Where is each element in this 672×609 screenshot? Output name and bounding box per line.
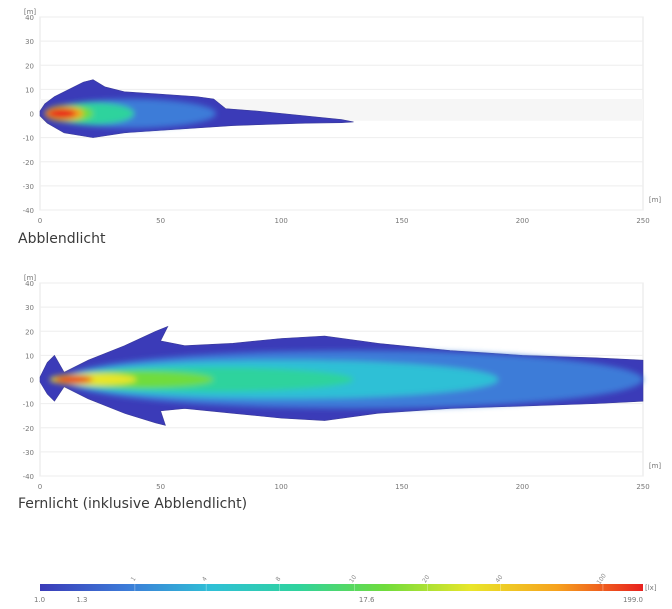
- y-tick-label: -30: [23, 449, 34, 457]
- y-tick-label: -40: [23, 473, 34, 481]
- x-tick-label: 50: [156, 217, 165, 225]
- scale-bottom-label: 1.0: [34, 596, 45, 604]
- y-tick-label: -30: [23, 183, 34, 191]
- chart-caption-low-beam: Abblendlicht: [18, 231, 106, 247]
- y-tick-label: 40: [25, 14, 34, 22]
- scale-bottom-label: 199.0: [623, 596, 643, 604]
- scale-bottom-label: 17.6: [359, 596, 375, 604]
- scale-top-label: 4: [201, 575, 209, 582]
- intensity-cores: [49, 350, 643, 409]
- y-tick-label: -20: [23, 159, 34, 167]
- scale-top-label: 40: [494, 574, 504, 584]
- x-tick-label: 150: [395, 217, 408, 225]
- y-tick-label: 10: [25, 86, 34, 94]
- y-tick-label: 20: [25, 328, 34, 336]
- scale-top-label: 1: [130, 575, 138, 582]
- scale-top-label: 20: [421, 574, 431, 584]
- y-tick-label: -10: [23, 135, 34, 143]
- scale-bottom-label: 1.3: [76, 596, 87, 604]
- y-tick-label: -10: [23, 401, 34, 409]
- y-unit-label: [m]: [24, 274, 37, 282]
- y-tick-label: 30: [25, 304, 34, 312]
- x-tick-label: 100: [275, 217, 288, 225]
- chart-caption-high-beam: Fernlicht (inklusive Abblendlicht): [18, 496, 248, 512]
- color-scale: 1.0 1.3 17.6 199.0 1 4 8 10 20 40 100 [lx]: [34, 572, 657, 604]
- y-tick-label: 0: [30, 111, 34, 119]
- x-tick-label: 100: [275, 483, 288, 491]
- y-tick-label: 0: [30, 377, 34, 385]
- x-tick-label: 200: [516, 217, 529, 225]
- scale-unit-label: [lx]: [645, 584, 657, 592]
- x-tick-label: 0: [38, 217, 42, 225]
- y-tick-label: 30: [25, 38, 34, 46]
- intensity-core: [54, 375, 94, 384]
- x-tick-label: 50: [156, 483, 165, 491]
- x-tick-label: 250: [636, 483, 649, 491]
- scale-top-label: 100: [596, 572, 608, 586]
- x-tick-label: 250: [636, 217, 649, 225]
- intensity-cores: [44, 99, 217, 128]
- y-tick-label: 20: [25, 62, 34, 70]
- scale-top-label: 10: [348, 574, 358, 584]
- x-tick-label: 150: [395, 483, 408, 491]
- scale-top-label: 8: [275, 575, 283, 582]
- intensity-core: [47, 108, 77, 119]
- x-tick-label: 200: [516, 483, 529, 491]
- x-unit-label: [m]: [649, 462, 662, 470]
- color-scale-bar: [40, 584, 643, 591]
- y-tick-label: -20: [23, 425, 34, 433]
- y-unit-label: [m]: [24, 8, 37, 16]
- y-tick-label: 40: [25, 280, 34, 288]
- x-tick-label: 0: [38, 483, 42, 491]
- x-unit-label: [m]: [649, 196, 662, 204]
- y-tick-label: 10: [25, 352, 34, 360]
- y-tick-label: -40: [23, 207, 34, 215]
